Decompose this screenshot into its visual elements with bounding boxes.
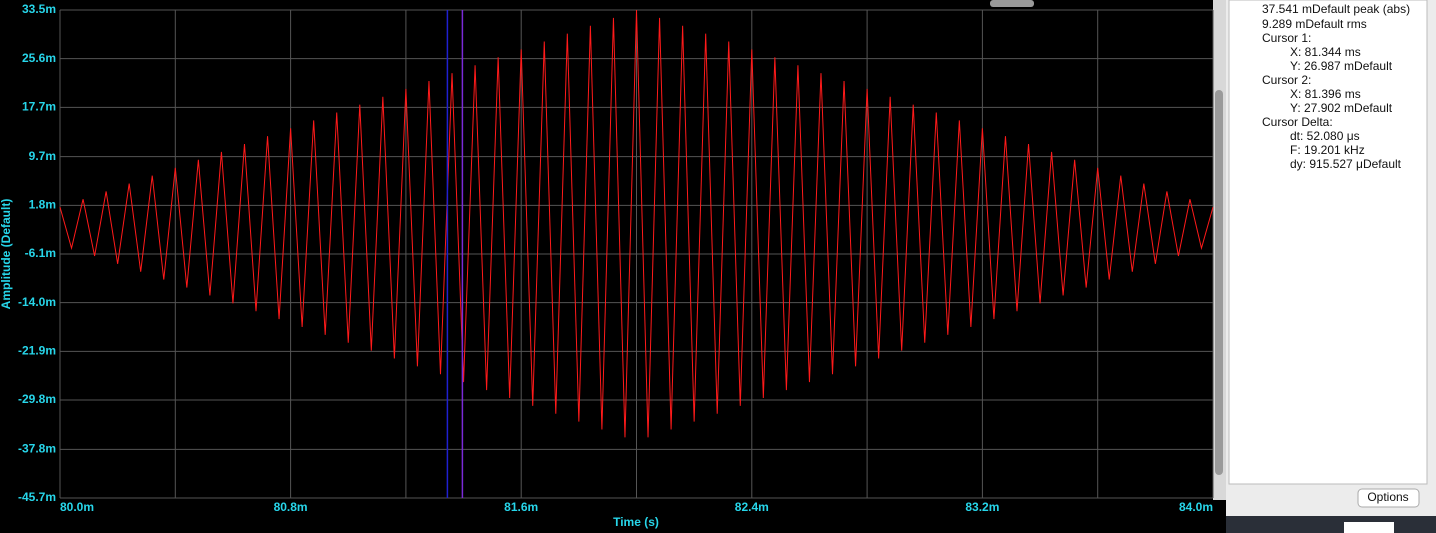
- desktop-strip: [1344, 522, 1394, 533]
- y-tick-label: 1.8m: [29, 197, 56, 211]
- y-tick-label: 33.5m: [22, 2, 56, 16]
- options-label: Options: [1367, 490, 1408, 504]
- plot: 33.5m 25.6m 17.7m 9.7m 1.8m -6.1m -14.0m -21.9m…: [18, 2, 1214, 514]
- delta-f: F: 19.201 kHz: [1290, 143, 1365, 157]
- analysis-box: [1228, 0, 1428, 485]
- v-scrollbar[interactable]: [1215, 90, 1223, 475]
- cursor-x: X: 81.344 ms: [1290, 45, 1361, 59]
- y-tick-label: 9.7m: [29, 149, 56, 163]
- x-tick-label: 83.2m: [965, 500, 999, 514]
- plot-background: [0, 0, 1226, 533]
- x-axis-label: Time (s): [613, 515, 659, 529]
- panel-text: 37.541 mDefault peak (abs) 9.289 mDefaul…: [1262, 2, 1410, 171]
- y-tick-label: -37.8m: [18, 441, 56, 455]
- h-scrollbar[interactable]: [990, 0, 1034, 7]
- cursor-title: Cursor 2:: [1262, 73, 1311, 87]
- cursor-y: Y: 27.902 mDefault: [1290, 101, 1393, 115]
- y-tick-label: -29.8m: [18, 392, 56, 406]
- waveform: [59, 9, 1214, 438]
- y-tick-label: 25.6m: [22, 51, 56, 65]
- x-tick-label: 80.0m: [60, 500, 94, 514]
- summary: 9.289 mDefault rms: [1262, 17, 1367, 31]
- delta-dt: dt: 52.080 μs: [1290, 129, 1360, 143]
- y-tick-label: -14.0m: [18, 295, 56, 309]
- cursor-y: Y: 26.987 mDefault: [1290, 59, 1393, 73]
- options-button[interactable]: [1357, 488, 1420, 508]
- y-tick-label: 17.7m: [22, 100, 56, 114]
- desktop-strip: [1226, 516, 1436, 533]
- x-tick-label: 82.4m: [735, 500, 769, 514]
- delta-dy: dy: 915.527 μDefault: [1290, 157, 1402, 171]
- y-tick-label: -6.1m: [25, 246, 56, 260]
- y-tick-label: -21.9m: [18, 344, 56, 358]
- x-tick-label: 84.0m: [1179, 500, 1213, 514]
- x-tick-label: 81.6m: [504, 500, 538, 514]
- delta-title: Cursor Delta:: [1262, 115, 1333, 129]
- summary: 37.541 mDefault peak (abs): [1262, 2, 1410, 16]
- cursor-x: X: 81.396 ms: [1290, 87, 1361, 101]
- y-axis-label: Amplitude (Default): [0, 199, 13, 310]
- x-tick-label: 80.8m: [274, 500, 308, 514]
- cursor-title: Cursor 1:: [1262, 31, 1311, 45]
- y-tick-label: -45.7m: [18, 490, 56, 504]
